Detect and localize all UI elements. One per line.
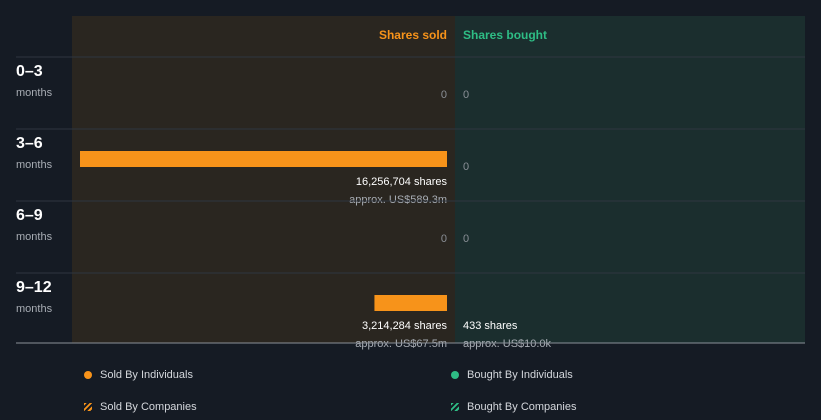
period-label: 0–3: [16, 63, 43, 80]
sold-value-label: 0: [441, 89, 447, 101]
sold-value-label: 3,214,284 shares: [362, 320, 448, 332]
dot-icon: [84, 371, 92, 379]
sold-bar: [80, 151, 447, 167]
period-label: 6–9: [16, 207, 43, 224]
legend-item-sold-individuals: Sold By Individuals: [84, 369, 193, 381]
striped-icon: [84, 403, 92, 411]
bought-approx-label: approx. US$10.0k: [463, 338, 552, 350]
sold-approx-label: approx. US$67.5m: [355, 338, 447, 350]
period-label: 9–12: [16, 279, 52, 296]
sold-column-header: Shares sold: [379, 28, 447, 42]
sold-approx-label: approx. US$589.3m: [349, 194, 447, 206]
legend-label: Bought By Individuals: [467, 369, 573, 381]
period-sublabel: months: [16, 87, 53, 99]
period-sublabel: months: [16, 231, 53, 243]
bought-panel: [455, 16, 805, 343]
sold-value-label: 16,256,704 shares: [356, 176, 448, 188]
legend: Sold By Individuals Bought By Individual…: [0, 365, 821, 420]
legend-label: Bought By Companies: [467, 401, 577, 413]
bought-value-label: 433 shares: [463, 320, 518, 332]
legend-label: Sold By Companies: [100, 401, 197, 413]
legend-item-sold-companies: Sold By Companies: [84, 401, 197, 413]
legend-item-bought-companies: Bought By Companies: [451, 401, 576, 413]
insider-trading-chart: Shares sold Shares bought 0–3 months 0 0 3–6…: [16, 16, 805, 350]
striped-icon: [451, 403, 459, 411]
period-sublabel: months: [16, 303, 53, 315]
bought-value-label: 0: [463, 89, 469, 101]
legend-item-bought-individuals: Bought By Individuals: [451, 369, 573, 381]
bought-column-header: Shares bought: [463, 28, 547, 42]
bought-value-label: 0: [463, 161, 469, 173]
period-label: 3–6: [16, 135, 43, 152]
sold-value-label: 0: [441, 233, 447, 245]
period-sublabel: months: [16, 159, 53, 171]
sold-bar: [374, 295, 447, 311]
legend-label: Sold By Individuals: [100, 369, 193, 381]
sold-panel: [72, 16, 455, 343]
dot-icon: [451, 371, 459, 379]
bought-value-label: 0: [463, 233, 469, 245]
